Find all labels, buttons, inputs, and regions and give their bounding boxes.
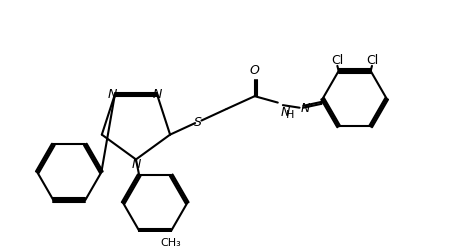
Text: N: N (108, 87, 117, 100)
Text: S: S (194, 116, 202, 129)
Text: N: N (280, 106, 289, 119)
Text: O: O (249, 64, 259, 76)
Text: Cl: Cl (330, 54, 343, 66)
Text: CH₃: CH₃ (160, 237, 181, 247)
Text: H: H (286, 110, 294, 120)
Text: N: N (131, 157, 140, 170)
Text: N: N (300, 102, 309, 115)
Text: Cl: Cl (365, 54, 377, 66)
Text: N: N (153, 87, 162, 100)
